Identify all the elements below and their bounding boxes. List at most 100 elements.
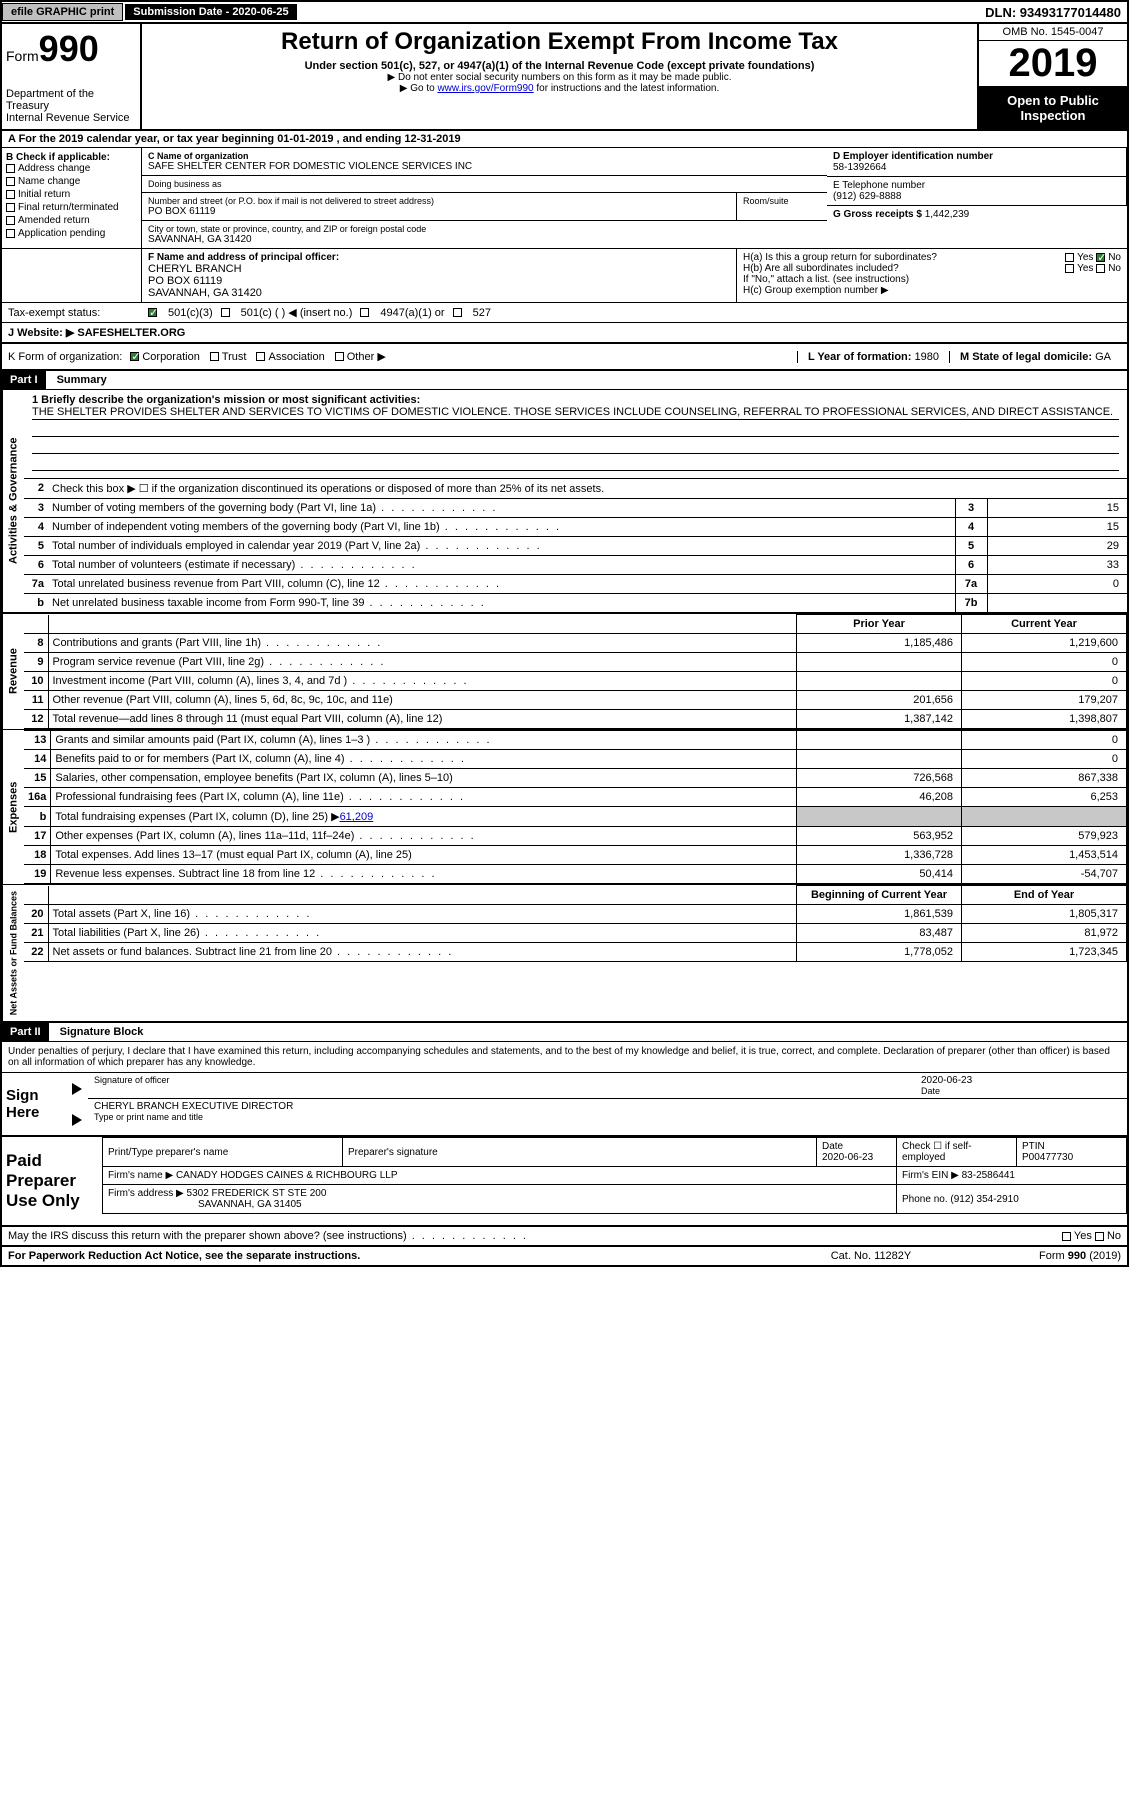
hb-yes: Yes (1077, 263, 1093, 274)
website-row: J Website: ▶ SAFESHELTER.ORG (2, 323, 1127, 344)
city-value: SAVANNAH, GA 31420 (148, 234, 821, 245)
line8: Contributions and grants (Part VIII, lin… (48, 634, 797, 653)
ck-ha-no[interactable] (1096, 253, 1105, 262)
dept-treasury: Department of the Treasury (6, 88, 136, 112)
box-h: H(a) Is this a group return for subordin… (737, 249, 1127, 302)
firm-label: Firm's name ▶ (108, 1170, 173, 1181)
revenue-table: Prior YearCurrent Year 8Contributions an… (24, 614, 1127, 729)
py14 (797, 750, 962, 769)
discuss-yes: Yes (1074, 1230, 1092, 1242)
cat-no: Cat. No. 11282Y (771, 1250, 971, 1262)
efile-button[interactable]: efile GRAPHIC print (2, 3, 123, 21)
box-c: C Name of organization SAFE SHELTER CENT… (142, 148, 827, 248)
py16a: 46,208 (797, 788, 962, 807)
mission-label: 1 Briefly describe the organization's mi… (32, 394, 420, 406)
ck-trust[interactable] (210, 352, 219, 361)
gross-label: G Gross receipts $ (833, 209, 922, 220)
val3: 15 (987, 499, 1127, 518)
cy13: 0 (962, 731, 1127, 750)
firm-addr1: 5302 FREDERICK ST STE 200 (187, 1188, 327, 1199)
ein-value: 58-1392664 (833, 162, 1120, 173)
firm-phone-label: Phone no. (902, 1194, 948, 1205)
sig-name-label: Type or print name and title (94, 1112, 1121, 1122)
sig-date-label: Date (921, 1086, 1121, 1096)
ck-hb-yes[interactable] (1065, 264, 1074, 273)
opt-other: Other ▶ (347, 350, 386, 363)
ha-label: H(a) Is this a group return for subordin… (743, 252, 1065, 263)
ck-other[interactable] (335, 352, 344, 361)
ck-ha-yes[interactable] (1065, 253, 1074, 262)
sig-officer-label: Signature of officer (94, 1075, 921, 1085)
opt-assoc: Association (268, 351, 324, 363)
ck-pending[interactable] (6, 229, 15, 238)
addr-label: Number and street (or P.O. box if mail i… (148, 196, 730, 206)
irs-link[interactable]: www.irs.gov/Form990 (437, 83, 533, 94)
topbar: efile GRAPHIC print Submission Date - 20… (2, 2, 1127, 24)
opt-final-return: Final return/terminated (18, 202, 119, 213)
opt-corp: Corporation (142, 351, 199, 363)
ck-hb-no[interactable] (1096, 264, 1105, 273)
py11: 201,656 (797, 691, 962, 710)
officer-addr1: PO BOX 61119 (148, 275, 730, 287)
part1-header: Part I Summary (2, 371, 1127, 390)
city-label: City or town, state or province, country… (148, 224, 821, 234)
penalties-text: Under penalties of perjury, I declare th… (2, 1042, 1127, 1073)
py21: 83,487 (797, 924, 962, 943)
cy9: 0 (962, 653, 1127, 672)
expenses-table: 13Grants and similar amounts paid (Part … (24, 730, 1127, 884)
ck-name-change[interactable] (6, 177, 15, 186)
line11: Other revenue (Part VIII, column (A), li… (48, 691, 797, 710)
cy10: 0 (962, 672, 1127, 691)
sig-date: 2020-06-23 (921, 1075, 1121, 1086)
ck-amended[interactable] (6, 216, 15, 225)
firm-ein: 83-2586441 (962, 1170, 1015, 1181)
side-net-assets: Net Assets or Fund Balances (2, 885, 24, 1021)
paid-preparer-label: Paid Preparer Use Only (2, 1137, 102, 1225)
line9: Program service revenue (Part VIII, line… (48, 653, 797, 672)
box-b-title: B Check if applicable: (6, 152, 137, 163)
firm-phone: (912) 354-2910 (950, 1194, 1018, 1205)
firm-ein-label: Firm's EIN ▶ (902, 1170, 959, 1181)
governance-table: 2Check this box ▶ ☐ if the organization … (24, 478, 1127, 612)
cy15: 867,338 (962, 769, 1127, 788)
cy14: 0 (962, 750, 1127, 769)
ck-527[interactable] (453, 308, 462, 317)
ck-assoc[interactable] (256, 352, 265, 361)
org-name: SAFE SHELTER CENTER FOR DOMESTIC VIOLENC… (148, 161, 821, 172)
ck-501c3[interactable] (148, 308, 157, 317)
opt-501c3: 501(c)(3) (168, 307, 213, 319)
dln-label: DLN: 93493177014480 (985, 5, 1127, 20)
opt-501c: 501(c) ( ) ◀ (insert no.) (241, 306, 353, 319)
ck-initial-return[interactable] (6, 190, 15, 199)
open-public-badge: Open to Public Inspection (979, 87, 1127, 129)
link-16b[interactable]: 61,209 (340, 811, 374, 823)
phone-value: (912) 629-8888 (833, 191, 1120, 202)
ck-final-return[interactable] (6, 203, 15, 212)
ck-corp[interactable] (130, 352, 139, 361)
discuss-no: No (1107, 1230, 1121, 1242)
ck-501c[interactable] (221, 308, 230, 317)
opt-amended: Amended return (18, 215, 90, 226)
cy21: 81,972 (962, 924, 1127, 943)
ck-address-change[interactable] (6, 164, 15, 173)
header-right: OMB No. 1545-0047 2019 Open to Public In… (977, 24, 1127, 129)
ck-discuss-no[interactable] (1095, 1232, 1104, 1241)
ha-yes: Yes (1077, 252, 1093, 263)
discuss-text: May the IRS discuss this return with the… (8, 1230, 1062, 1242)
val7a: 0 (987, 575, 1127, 594)
mission-block: 1 Briefly describe the organization's mi… (24, 390, 1127, 478)
prep-name-hdr: Print/Type preparer's name (103, 1138, 343, 1167)
part2-title: Signature Block (52, 1026, 144, 1038)
ck-discuss-yes[interactable] (1062, 1232, 1071, 1241)
form-note1: ▶ Do not enter social security numbers o… (148, 72, 971, 83)
py20: 1,861,539 (797, 905, 962, 924)
form-note2: ▶ Go to www.irs.gov/Form990 for instruct… (148, 83, 971, 94)
ck-4947[interactable] (360, 308, 369, 317)
line20: Total assets (Part X, line 16) (48, 905, 797, 924)
opt-initial-return: Initial return (18, 189, 70, 200)
part1-num: Part I (2, 371, 46, 389)
header-title-block: Return of Organization Exempt From Incom… (142, 24, 977, 129)
cy20: 1,805,317 (962, 905, 1127, 924)
line17: Other expenses (Part IX, column (A), lin… (51, 827, 797, 846)
room-label: Room/suite (743, 196, 821, 206)
